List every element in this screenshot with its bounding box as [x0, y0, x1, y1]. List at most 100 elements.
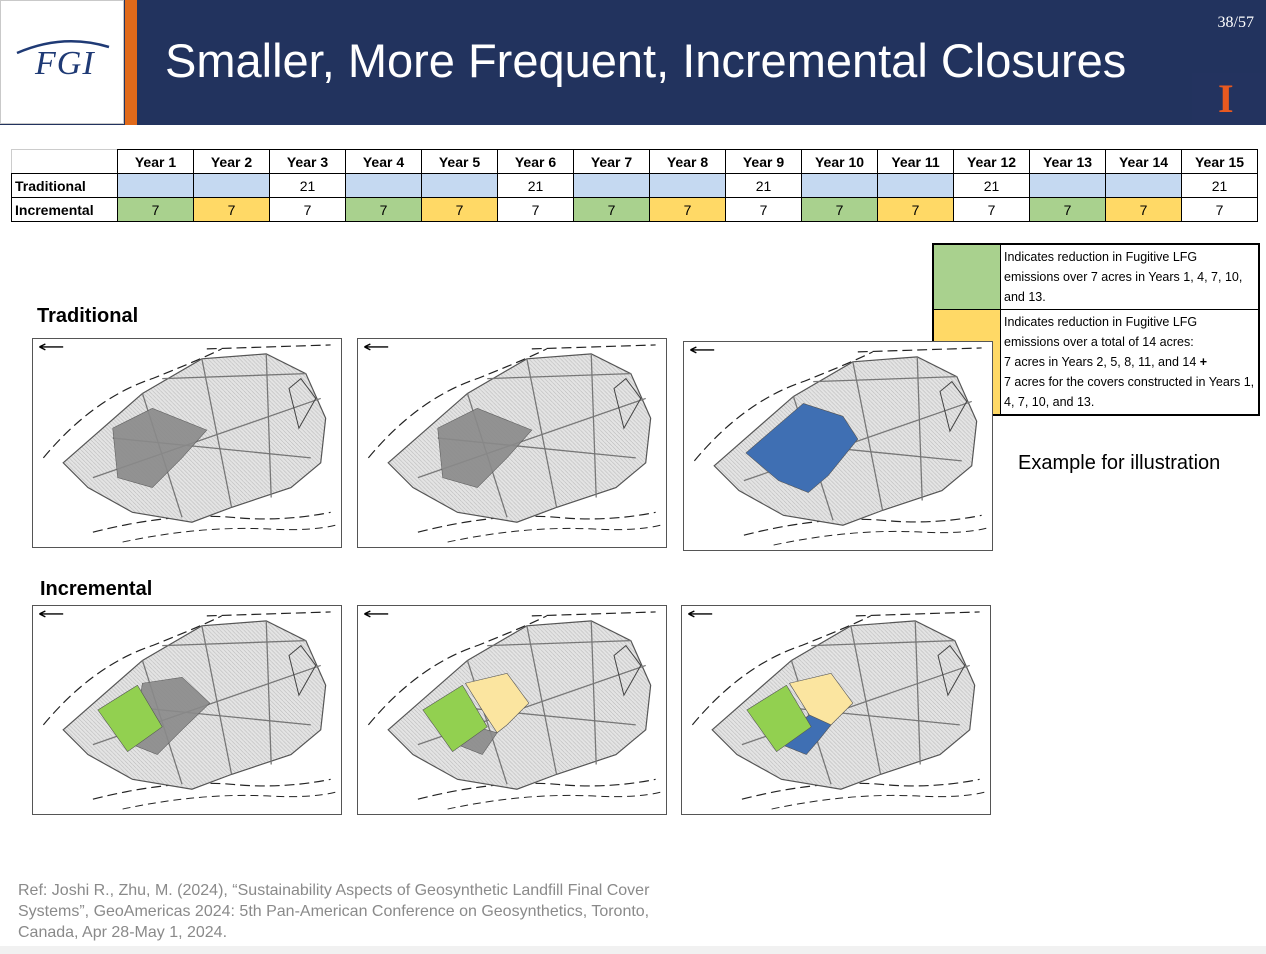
closure-area-green	[97, 684, 163, 753]
year-header: Year 8	[649, 149, 726, 174]
north-arrow-icon	[690, 346, 715, 354]
cell-boundary-line	[590, 353, 597, 498]
site-plan-drawing	[688, 610, 985, 810]
site-plan-drawing	[39, 610, 336, 810]
table-cell	[573, 173, 650, 198]
slide-title: Smaller, More Frequent, Incremental Clos…	[165, 34, 1127, 87]
road-line	[92, 778, 331, 800]
fgi-logo: FGI	[0, 0, 124, 124]
road-line	[447, 791, 661, 810]
road-line	[771, 791, 985, 810]
cell-boundary-line	[526, 625, 558, 775]
table-cell	[1105, 173, 1182, 198]
property-boundary-line	[42, 611, 331, 726]
table-cell: 7	[1181, 197, 1258, 222]
traditional-label: Traditional	[37, 305, 139, 327]
cell-boundary-line	[914, 620, 921, 765]
year-header: Year 7	[573, 149, 650, 174]
year-header: Year 11	[877, 149, 954, 174]
table-row: Traditional 21 21 21 21 21	[11, 173, 1258, 198]
cell-boundary-line	[916, 356, 923, 501]
property-boundary-line	[367, 611, 656, 726]
table-cell: 7	[725, 197, 802, 222]
road-line	[122, 524, 336, 543]
pond-outline	[937, 644, 966, 697]
year-header: Year 4	[345, 149, 422, 174]
table-cell	[1029, 173, 1106, 198]
legend-green-text: Indicates reduction in Fugitive LFG emis…	[1004, 250, 1243, 304]
table-row: Incremental 7 7 7 7 7 7 7 7 7 7 7 7 7 7 7	[11, 197, 1258, 222]
legend-plus: +	[1199, 355, 1208, 369]
site-plan-drawing	[39, 343, 336, 543]
cell-boundary-line	[526, 358, 558, 508]
site-plan-drawing	[364, 610, 661, 810]
property-boundary-line	[42, 344, 331, 459]
year-header: Year 10	[801, 149, 878, 174]
road-line	[743, 514, 982, 536]
table-cell: 21	[725, 173, 802, 198]
cell-boundary-line	[811, 640, 955, 647]
cell-boundary-line	[590, 620, 597, 765]
table-cell: 7	[1029, 197, 1106, 222]
accent-bar	[125, 0, 137, 125]
slide-header: FGI Smaller, More Frequent, Incremental …	[0, 0, 1266, 125]
cell-boundary-line	[265, 353, 272, 498]
page-number: 38/57	[1217, 14, 1254, 31]
site-plan-drawing	[690, 346, 987, 546]
table-cell	[421, 173, 498, 198]
legend-yellow-line2: 7 acres in Years 2, 5, 8, 11, and 14 +	[1004, 352, 1255, 372]
cell-boundary-line	[850, 625, 882, 775]
legend-yellow-line3: 7 acres for the covers constructed in Ye…	[1004, 375, 1255, 409]
north-arrow-icon	[688, 610, 713, 618]
green-swatch	[934, 245, 1001, 309]
pond-outline	[613, 377, 642, 430]
year-header: Year 12	[953, 149, 1030, 174]
property-boundary-line	[691, 611, 980, 726]
table-cell: 7	[573, 197, 650, 222]
table-cell: 21	[497, 173, 574, 198]
example-caption: Example for illustration	[1018, 452, 1221, 474]
table-cell	[877, 173, 954, 198]
road-line	[92, 511, 331, 533]
table-cell: 7	[345, 197, 422, 222]
table-cell: 21	[1181, 173, 1258, 198]
closure-schedule-table: Year 1 Year 2 Year 3 Year 4 Year 5 Year 6 Year…	[11, 149, 1258, 222]
table-cell: 7	[1105, 197, 1182, 222]
north-arrow-icon	[39, 610, 64, 618]
year-header: Year 13	[1029, 149, 1106, 174]
table-corner-cell	[11, 149, 118, 174]
cell-boundary-line	[265, 620, 272, 765]
year-header: Year 14	[1105, 149, 1182, 174]
north-arrow-icon	[364, 610, 389, 618]
legend-yellow-text: Indicates reduction in Fugitive LFG emis…	[1001, 310, 1258, 414]
cell-boundary-line	[162, 373, 306, 380]
closure-area-blue	[745, 403, 859, 493]
cell-boundary-line	[813, 376, 957, 383]
map-incremental-2	[357, 605, 667, 815]
road-line	[447, 524, 661, 543]
cell-boundary-line	[201, 358, 233, 508]
table-cell	[649, 173, 726, 198]
table-cell: 7	[801, 197, 878, 222]
table-cell: 7	[269, 197, 346, 222]
table-cell: 7	[649, 197, 726, 222]
year-header: Year 5	[421, 149, 498, 174]
logo-swoosh-icon	[16, 39, 110, 55]
table-cell: 7	[421, 197, 498, 222]
legend-row-green: Indicates reduction in Fugitive LFG emis…	[934, 245, 1258, 309]
table-cell: 21	[269, 173, 346, 198]
road-line	[773, 527, 987, 546]
north-arrow-icon	[39, 343, 64, 351]
pond-outline	[939, 380, 968, 433]
cell-boundary-line	[487, 640, 631, 647]
cell-boundary-line	[201, 625, 233, 775]
row-label: Incremental	[11, 197, 118, 222]
table-cell	[345, 173, 422, 198]
year-header: Year 6	[497, 149, 574, 174]
year-header: Year 9	[725, 149, 802, 174]
legend-yellow-line2-text: 7 acres in Years 2, 5, 8, 11, and 14	[1004, 355, 1197, 369]
table-cell: 7	[117, 197, 194, 222]
pond-outline	[288, 377, 317, 430]
year-header: Year 1	[117, 149, 194, 174]
closure-area-yellow	[464, 673, 530, 734]
